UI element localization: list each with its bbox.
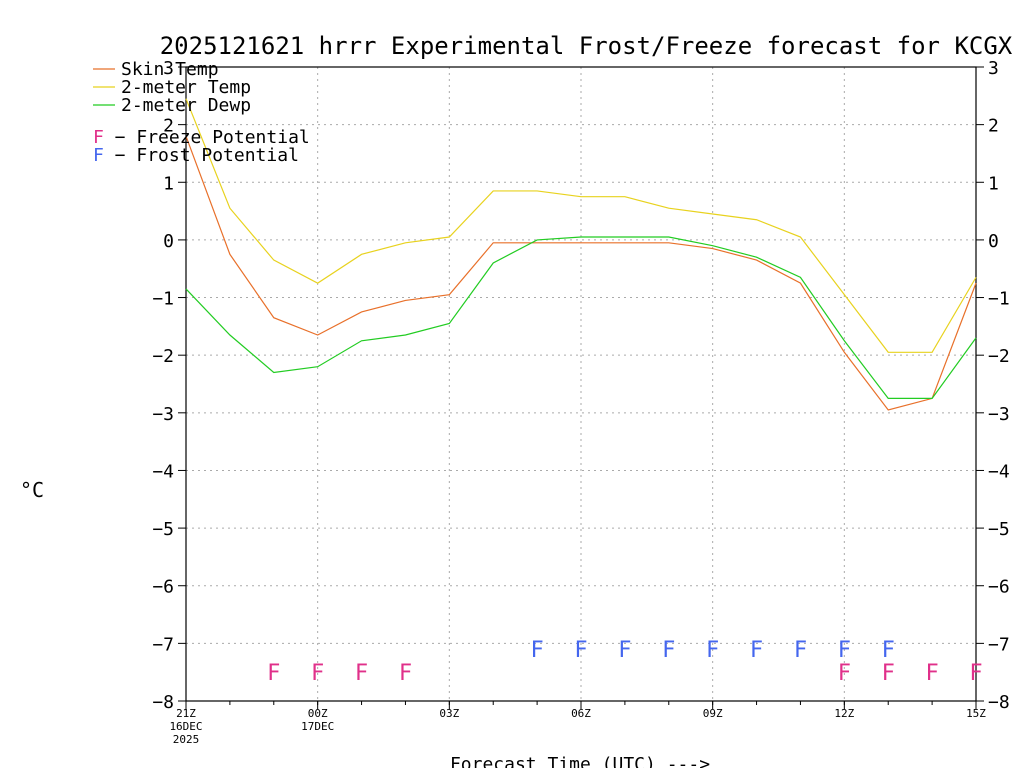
frost-flag: F xyxy=(838,638,851,663)
frost-flag: F xyxy=(706,638,719,663)
y-tick-label-right: −8 xyxy=(988,692,1010,713)
freeze-flag: F xyxy=(969,661,982,686)
freeze-flag: F xyxy=(882,661,895,686)
potential-flags: F F F F F F F FF F F F F F F F F xyxy=(267,638,982,686)
y-tick-label-right: −5 xyxy=(988,519,1010,540)
series-lines xyxy=(185,98,977,411)
legend-label: 2-meter Temp xyxy=(121,77,251,98)
freeze-flag: F xyxy=(355,661,368,686)
freeze-flag: F xyxy=(311,661,324,686)
legend-freeze-label: F − Freeze Potential xyxy=(93,127,310,148)
y-tick-label-left: −1 xyxy=(152,289,174,310)
frost-flag: F xyxy=(618,638,631,663)
x-tick-date: 16DEC xyxy=(169,720,202,733)
y-tick-label-right: −6 xyxy=(988,577,1010,598)
plot-frame xyxy=(185,66,977,702)
y-tick-label-right: −3 xyxy=(988,404,1010,425)
grid xyxy=(186,67,976,701)
y-tick-label-left: 1 xyxy=(163,173,174,194)
x-axis-label: Forecast Time (UTC) ---> xyxy=(450,754,710,768)
y-tick-label-right: −7 xyxy=(988,634,1010,655)
x-tick-label: 03Z xyxy=(439,707,459,720)
frost-flag: F xyxy=(662,638,675,663)
y-tick-label-right: 1 xyxy=(988,173,999,194)
y-tick-label-right: 2 xyxy=(988,116,999,137)
x-tick-label: 06Z xyxy=(571,707,591,720)
freeze-flag: F xyxy=(925,661,938,686)
legend-frost-label: F − Frost Potential xyxy=(93,145,299,166)
series-line-2-meter-temp xyxy=(185,98,977,353)
freeze-flag: F xyxy=(838,661,851,686)
x-tick-label: 00Z xyxy=(308,707,328,720)
frost-flag: F xyxy=(794,638,807,663)
x-tick-label: 12Z xyxy=(834,707,854,720)
y-tick-label-left: 3 xyxy=(163,58,174,79)
x-tick-date: 17DEC xyxy=(301,720,334,733)
freeze-flag: F xyxy=(267,661,280,686)
y-tick-label-right: −2 xyxy=(988,346,1010,367)
y-tick-label-left: −2 xyxy=(152,346,174,367)
frost-flag: F xyxy=(750,638,763,663)
y-axis-label: °C xyxy=(20,478,44,502)
y-tick-label-right: 0 xyxy=(988,231,999,252)
y-tick-label-left: −5 xyxy=(152,519,174,540)
chart-title: 2025121621 hrrr Experimental Frost/Freez… xyxy=(160,32,1013,60)
y-tick-label-left: −6 xyxy=(152,577,174,598)
x-tick-label: 09Z xyxy=(703,707,723,720)
y-tick-label-right: −1 xyxy=(988,289,1010,310)
x-tick-label: 21Z xyxy=(176,707,196,720)
y-tick-label-right: 3 xyxy=(988,58,999,79)
legend-label: Skin Temp xyxy=(121,59,219,80)
y-tick-label-left: 2 xyxy=(163,116,174,137)
y-tick-label-left: 0 xyxy=(163,231,174,252)
x-tick-label: 15Z xyxy=(966,707,986,720)
y-tick-label-left: −4 xyxy=(152,461,174,482)
y-axis-ticks: −8 −8 −7 −7 −6 −6 −5 −5 −4 −4 −3 −3 −2 −2 −1 −1 0 0 1 1 2 2 3 3 xyxy=(152,58,1009,713)
legend-label: 2-meter Dewp xyxy=(121,95,251,116)
y-tick-label-left: −8 xyxy=(152,692,174,713)
freeze-flag: F xyxy=(399,661,412,686)
series-line-2-meter-dewp xyxy=(185,236,977,400)
series-line-skin-temp xyxy=(185,135,977,411)
y-tick-label-left: −7 xyxy=(152,634,174,655)
x-tick-year: 2025 xyxy=(173,733,200,746)
y-tick-label-left: −3 xyxy=(152,404,174,425)
frost-flag: F xyxy=(574,638,587,663)
frost-flag: F xyxy=(882,638,895,663)
frost-flag: F xyxy=(530,638,543,663)
y-tick-label-right: −4 xyxy=(988,461,1010,482)
